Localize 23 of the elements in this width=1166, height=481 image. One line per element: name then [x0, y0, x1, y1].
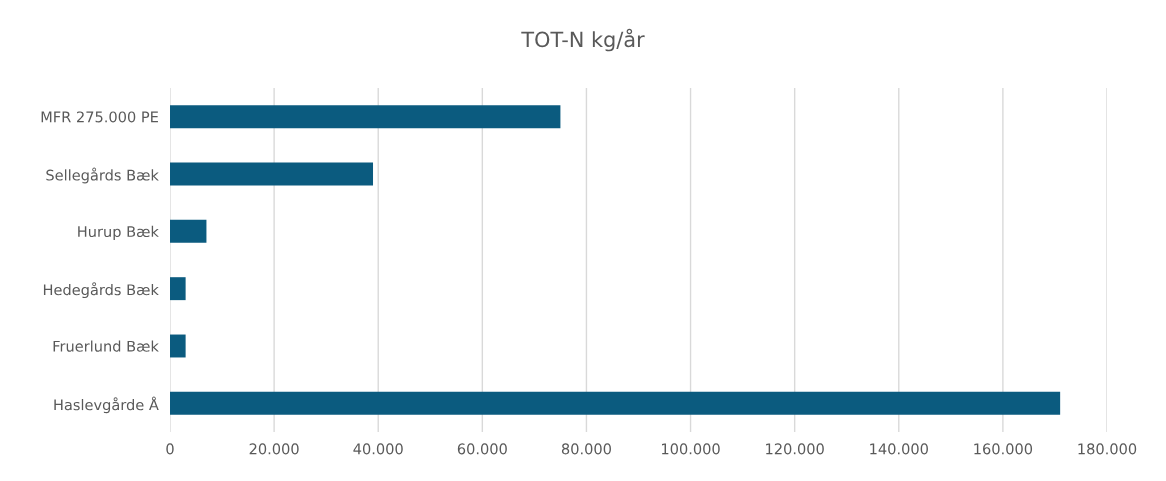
y-tick-label: Hedegårds Bæk [43, 282, 159, 299]
bar [170, 105, 561, 129]
x-tick-label: 20.000 [249, 443, 299, 455]
bar [170, 334, 186, 358]
bar [170, 391, 1061, 415]
y-tick-label: MFR 275.000 PE [41, 111, 158, 123]
x-tick-label: 140.000 [870, 443, 928, 455]
x-tick-label: 40.000 [353, 443, 403, 455]
y-tick-label: Fruerlund Bæk [53, 340, 159, 352]
x-tick-label: 100.000 [662, 443, 720, 455]
y-tick-label: Haslevgårde Å [54, 396, 159, 414]
x-tick-label: 180.000 [1078, 443, 1137, 455]
bar [170, 219, 207, 243]
x-tick-label: 160.000 [974, 443, 1033, 455]
y-tick-label: Hurup Bæk [78, 225, 159, 240]
y-tick-label: Sellegårds Bæk [46, 167, 159, 184]
x-tick-label: 60.000 [457, 443, 507, 455]
x-tick-label: 0 [166, 443, 174, 455]
bar [170, 277, 186, 301]
x-tick-label: 120.000 [766, 443, 824, 455]
x-tick-label: 80.000 [561, 443, 611, 455]
chart-title: TOT-N kg/år [521, 28, 645, 52]
bar [170, 162, 374, 186]
